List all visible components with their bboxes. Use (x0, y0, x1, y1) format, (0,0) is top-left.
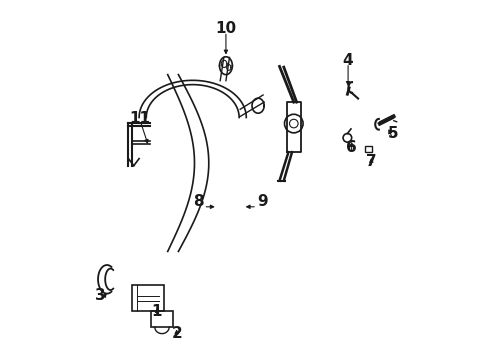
Text: 3: 3 (94, 288, 105, 303)
Text: 7: 7 (365, 154, 376, 169)
Text: 5: 5 (386, 126, 397, 141)
Text: 6: 6 (346, 140, 356, 155)
Bar (151, 311, 173, 327)
Bar (365, 146, 371, 152)
Text: 1: 1 (151, 304, 162, 319)
Text: 11: 11 (129, 111, 150, 126)
Text: 10: 10 (215, 21, 236, 36)
Text: 2: 2 (171, 326, 182, 341)
Text: 4: 4 (342, 53, 353, 68)
Text: 8: 8 (192, 194, 203, 208)
Bar (132, 285, 164, 311)
Text: 9: 9 (257, 194, 267, 208)
